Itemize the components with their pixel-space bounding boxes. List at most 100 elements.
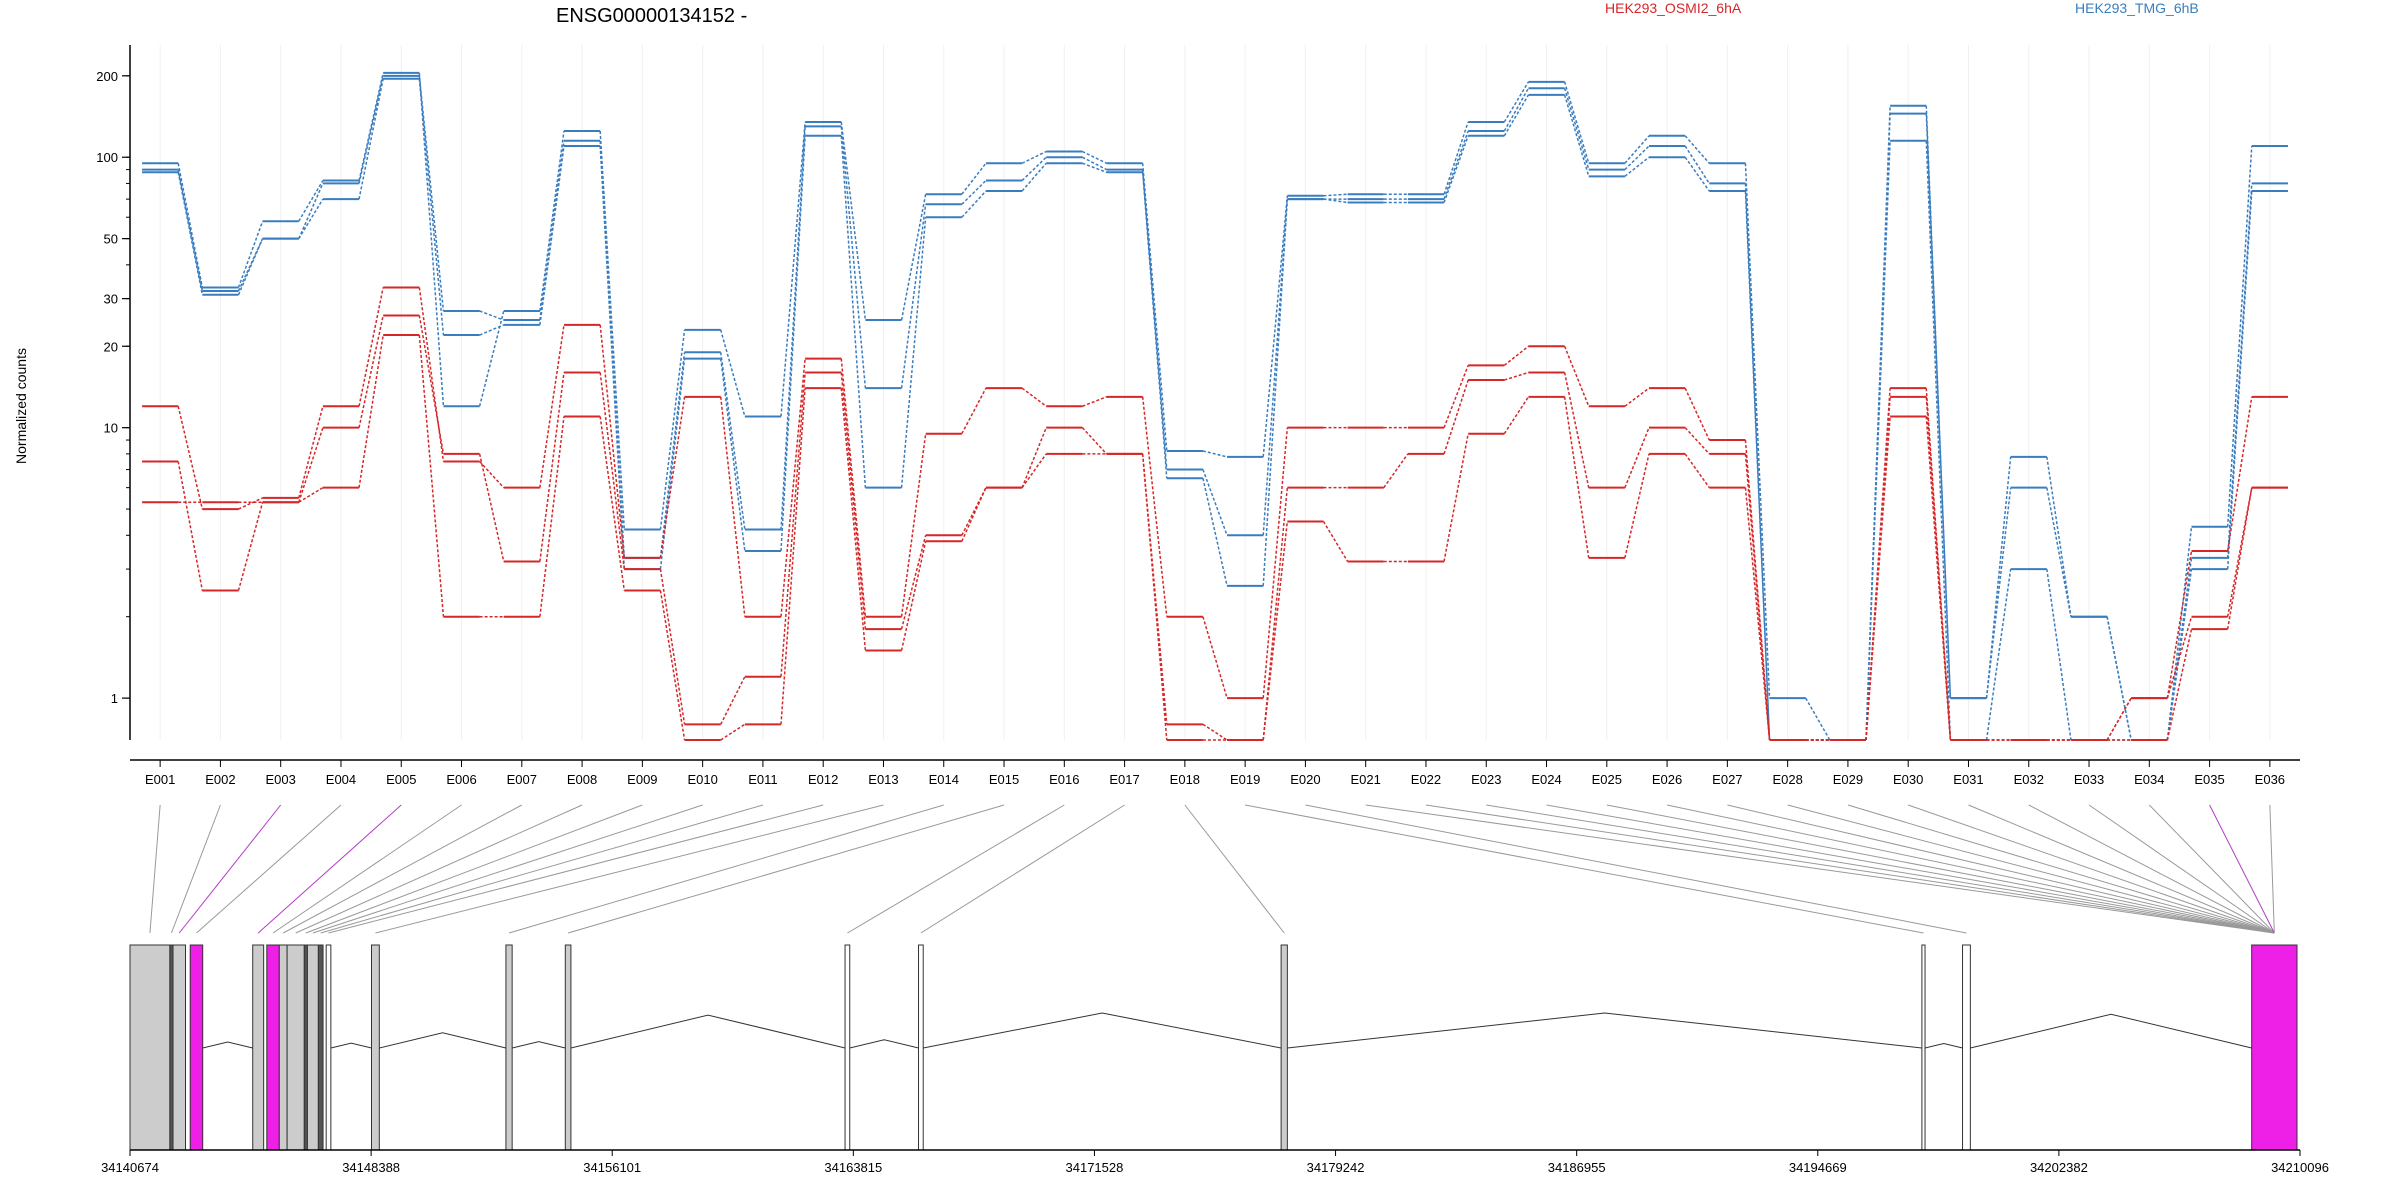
grid-lines [159, 45, 2271, 740]
exon-transition-line [961, 162, 987, 195]
exon-box [266, 944, 280, 1151]
exon-transition-line [177, 406, 204, 510]
legend-entry-tmg: HEK293_TMG_6hB [2075, 0, 2199, 16]
exon-transition-line [1322, 521, 1349, 562]
exon-connector-line [170, 804, 221, 934]
x-tick-label: E023 [1471, 772, 1501, 787]
y-tick-label: 1 [111, 691, 118, 706]
exon-transition-line [2166, 628, 2193, 741]
exon-transition-line [539, 324, 565, 488]
exon-transition-line [1141, 453, 1168, 741]
exon-transition-line [2226, 396, 2253, 552]
x-tick-label: E007 [507, 772, 537, 787]
exon-transition-line [1624, 427, 1650, 488]
exon-transition-line [478, 310, 505, 407]
exon-transition-line [1082, 396, 1107, 407]
exon-connector-line [1847, 804, 2275, 934]
exon-transition-line [1443, 121, 1469, 195]
exon-transition-line [1262, 521, 1289, 741]
exon-transition-line [1865, 416, 1891, 741]
exon-connector-line [1787, 804, 2275, 934]
exon-connector-line [2088, 804, 2275, 934]
exon-transition-line [237, 502, 264, 591]
exon-connector-line [1606, 804, 2275, 934]
series-HEK293_TMG_6hB [142, 71, 2288, 741]
exon-transition-line [238, 497, 263, 510]
exon-transition-line [720, 723, 746, 741]
exon-transition-line [1744, 453, 1771, 741]
exon-connector-line [1908, 804, 2275, 934]
exon-transition-line [1323, 193, 1348, 197]
exon-transition-line [1443, 135, 1469, 203]
exon-transition-line [1865, 113, 1891, 741]
genomic-axis: 34140674 34148388 34156101 34163815 34171528… [101, 1149, 2329, 1175]
exon-connector-line [1305, 804, 1967, 934]
exon-transition-line [1684, 156, 1710, 192]
x-tick-label: E003 [266, 772, 296, 787]
x-axis: E001 E002 E003 E004 E005 E006 E007 E008 E009 E010… [130, 759, 2300, 787]
exon-transition-line [358, 334, 384, 488]
exon-connector-line [320, 804, 764, 934]
exon-transition-line [298, 406, 324, 499]
x-tick-label: E027 [1712, 772, 1742, 787]
exon-transition-line [900, 204, 927, 389]
intron-line [1924, 1042, 1963, 1049]
exon-transition-line [900, 433, 927, 617]
exon-transition-line [1082, 150, 1107, 164]
x-tick-label: E020 [1290, 772, 1320, 787]
intron-line [570, 1014, 846, 1049]
genomic-tick-label: 34194669 [1789, 1160, 1847, 1175]
exon-transition-line [1563, 396, 1590, 558]
x-tick-label: E026 [1652, 772, 1682, 787]
exon-transition-line [2046, 456, 2072, 617]
exon-transition-line [1684, 145, 1710, 184]
exon-transition-line [298, 180, 324, 222]
exon-box [505, 944, 513, 1151]
exon-transition-line [1563, 94, 1590, 177]
exon-transition-line [900, 541, 927, 651]
exon-transition-line [358, 75, 384, 184]
exon-transition-line [1443, 130, 1469, 200]
exon-box [1962, 944, 1971, 1151]
exon-transition-line [1684, 135, 1710, 164]
exon-transition-line [1202, 469, 1228, 536]
series-HEK293_OSMI2_6hA [142, 314, 2288, 741]
x-tick-label: E008 [567, 772, 597, 787]
exon-transition-line [1081, 427, 1108, 455]
exon-connector-line [328, 804, 824, 934]
exon-connector-line [178, 804, 282, 934]
x-tick-label: E028 [1772, 772, 1802, 787]
x-tick-label: E033 [2074, 772, 2104, 787]
exon-transition-line [1744, 190, 1771, 741]
exon-transition-line [2046, 487, 2072, 617]
x-tick-label: E025 [1592, 772, 1622, 787]
exon-transition-line [1624, 453, 1650, 559]
x-tick-label: E029 [1833, 772, 1863, 787]
exon-transition-line [720, 676, 746, 725]
x-tick-label: E019 [1230, 772, 1260, 787]
exon-connector-line [375, 804, 884, 934]
exon-transition-line [1021, 387, 1047, 407]
exon-transition-line [659, 358, 686, 570]
exon-transition-line [2166, 550, 2193, 699]
exon-box [325, 944, 332, 1151]
exon-transition-line [418, 78, 445, 336]
exon-transition-line [659, 396, 686, 558]
exon-transition-line [358, 315, 384, 428]
exon-transition-line [719, 358, 746, 552]
exon-transition-line [539, 145, 565, 325]
exon-connector-line [2028, 804, 2275, 934]
exon-transition-line [2226, 190, 2253, 570]
exon-transition-line [1021, 156, 1047, 182]
exon-connector-line [1425, 804, 2275, 934]
x-tick-label: E036 [2255, 772, 2285, 787]
exon-transition-line [418, 287, 445, 462]
exon-transition-line [1985, 487, 2012, 699]
exon-transition-line [780, 372, 806, 677]
exon-transition-line [1503, 345, 1529, 366]
x-tick-label: E022 [1411, 772, 1441, 787]
x-tick-label: E013 [868, 772, 898, 787]
exon-transition-line [1925, 105, 1952, 699]
exon-transition-line [418, 334, 445, 617]
